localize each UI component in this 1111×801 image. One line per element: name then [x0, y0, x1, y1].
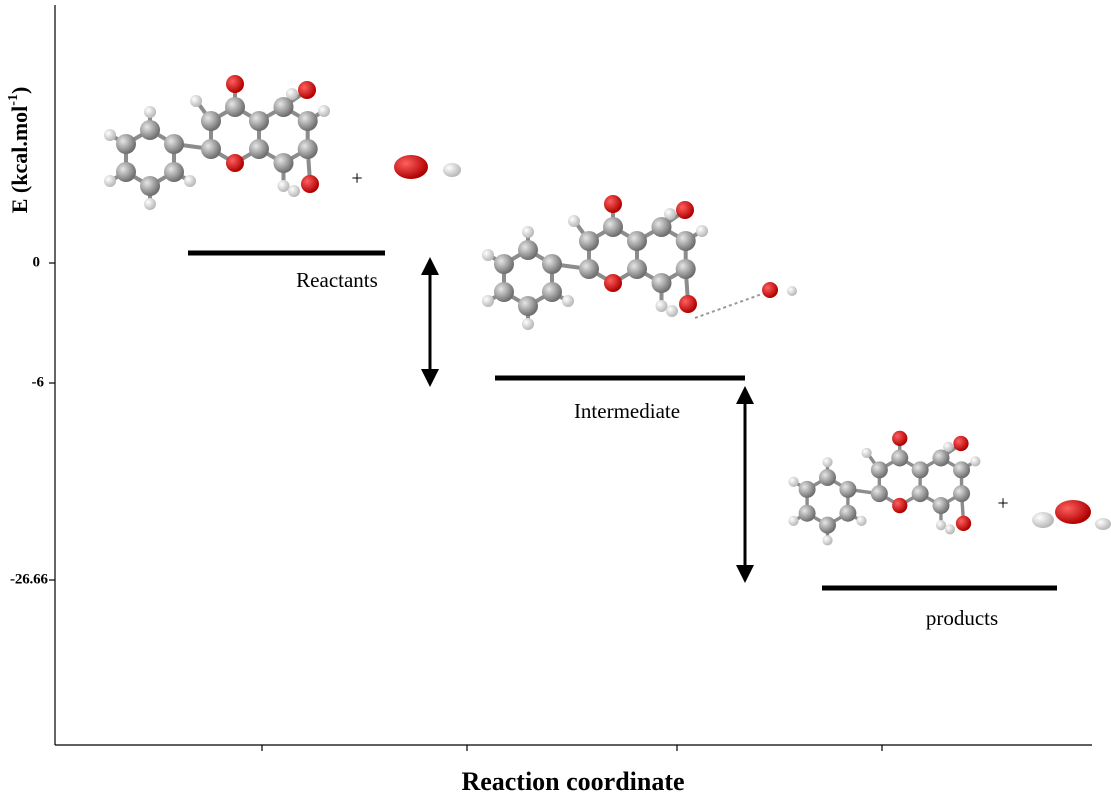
y-axis-title: E (kcal.mol-1) [6, 87, 32, 214]
y-tick-label: 0 [33, 254, 41, 270]
water-molecule [1032, 500, 1111, 530]
plus-sign: + [351, 168, 362, 190]
intermediate-hydroxyl [695, 282, 797, 318]
plus-sign: + [997, 493, 1008, 515]
level-label: products [926, 606, 998, 630]
y-title-end: ) [7, 87, 32, 94]
x-axis-title: Reaction coordinate [461, 767, 684, 796]
intermediate-molecule [482, 195, 708, 330]
y-tick-label: -26.66 [10, 571, 49, 587]
product-molecule [788, 431, 980, 546]
level-label: Reactants [296, 268, 378, 292]
reactant-molecule [104, 75, 330, 210]
level-label: Intermediate [574, 399, 680, 423]
y-title-sup: -1 [6, 94, 21, 106]
y-tick-label: -6 [32, 374, 45, 390]
energy-diagram: E (kcal.mol-1) 0 -6 -26.66 Reactants Int… [0, 0, 1111, 801]
y-title-main: E (kcal.mol [7, 106, 32, 214]
hydroxyl-radical [394, 155, 461, 179]
